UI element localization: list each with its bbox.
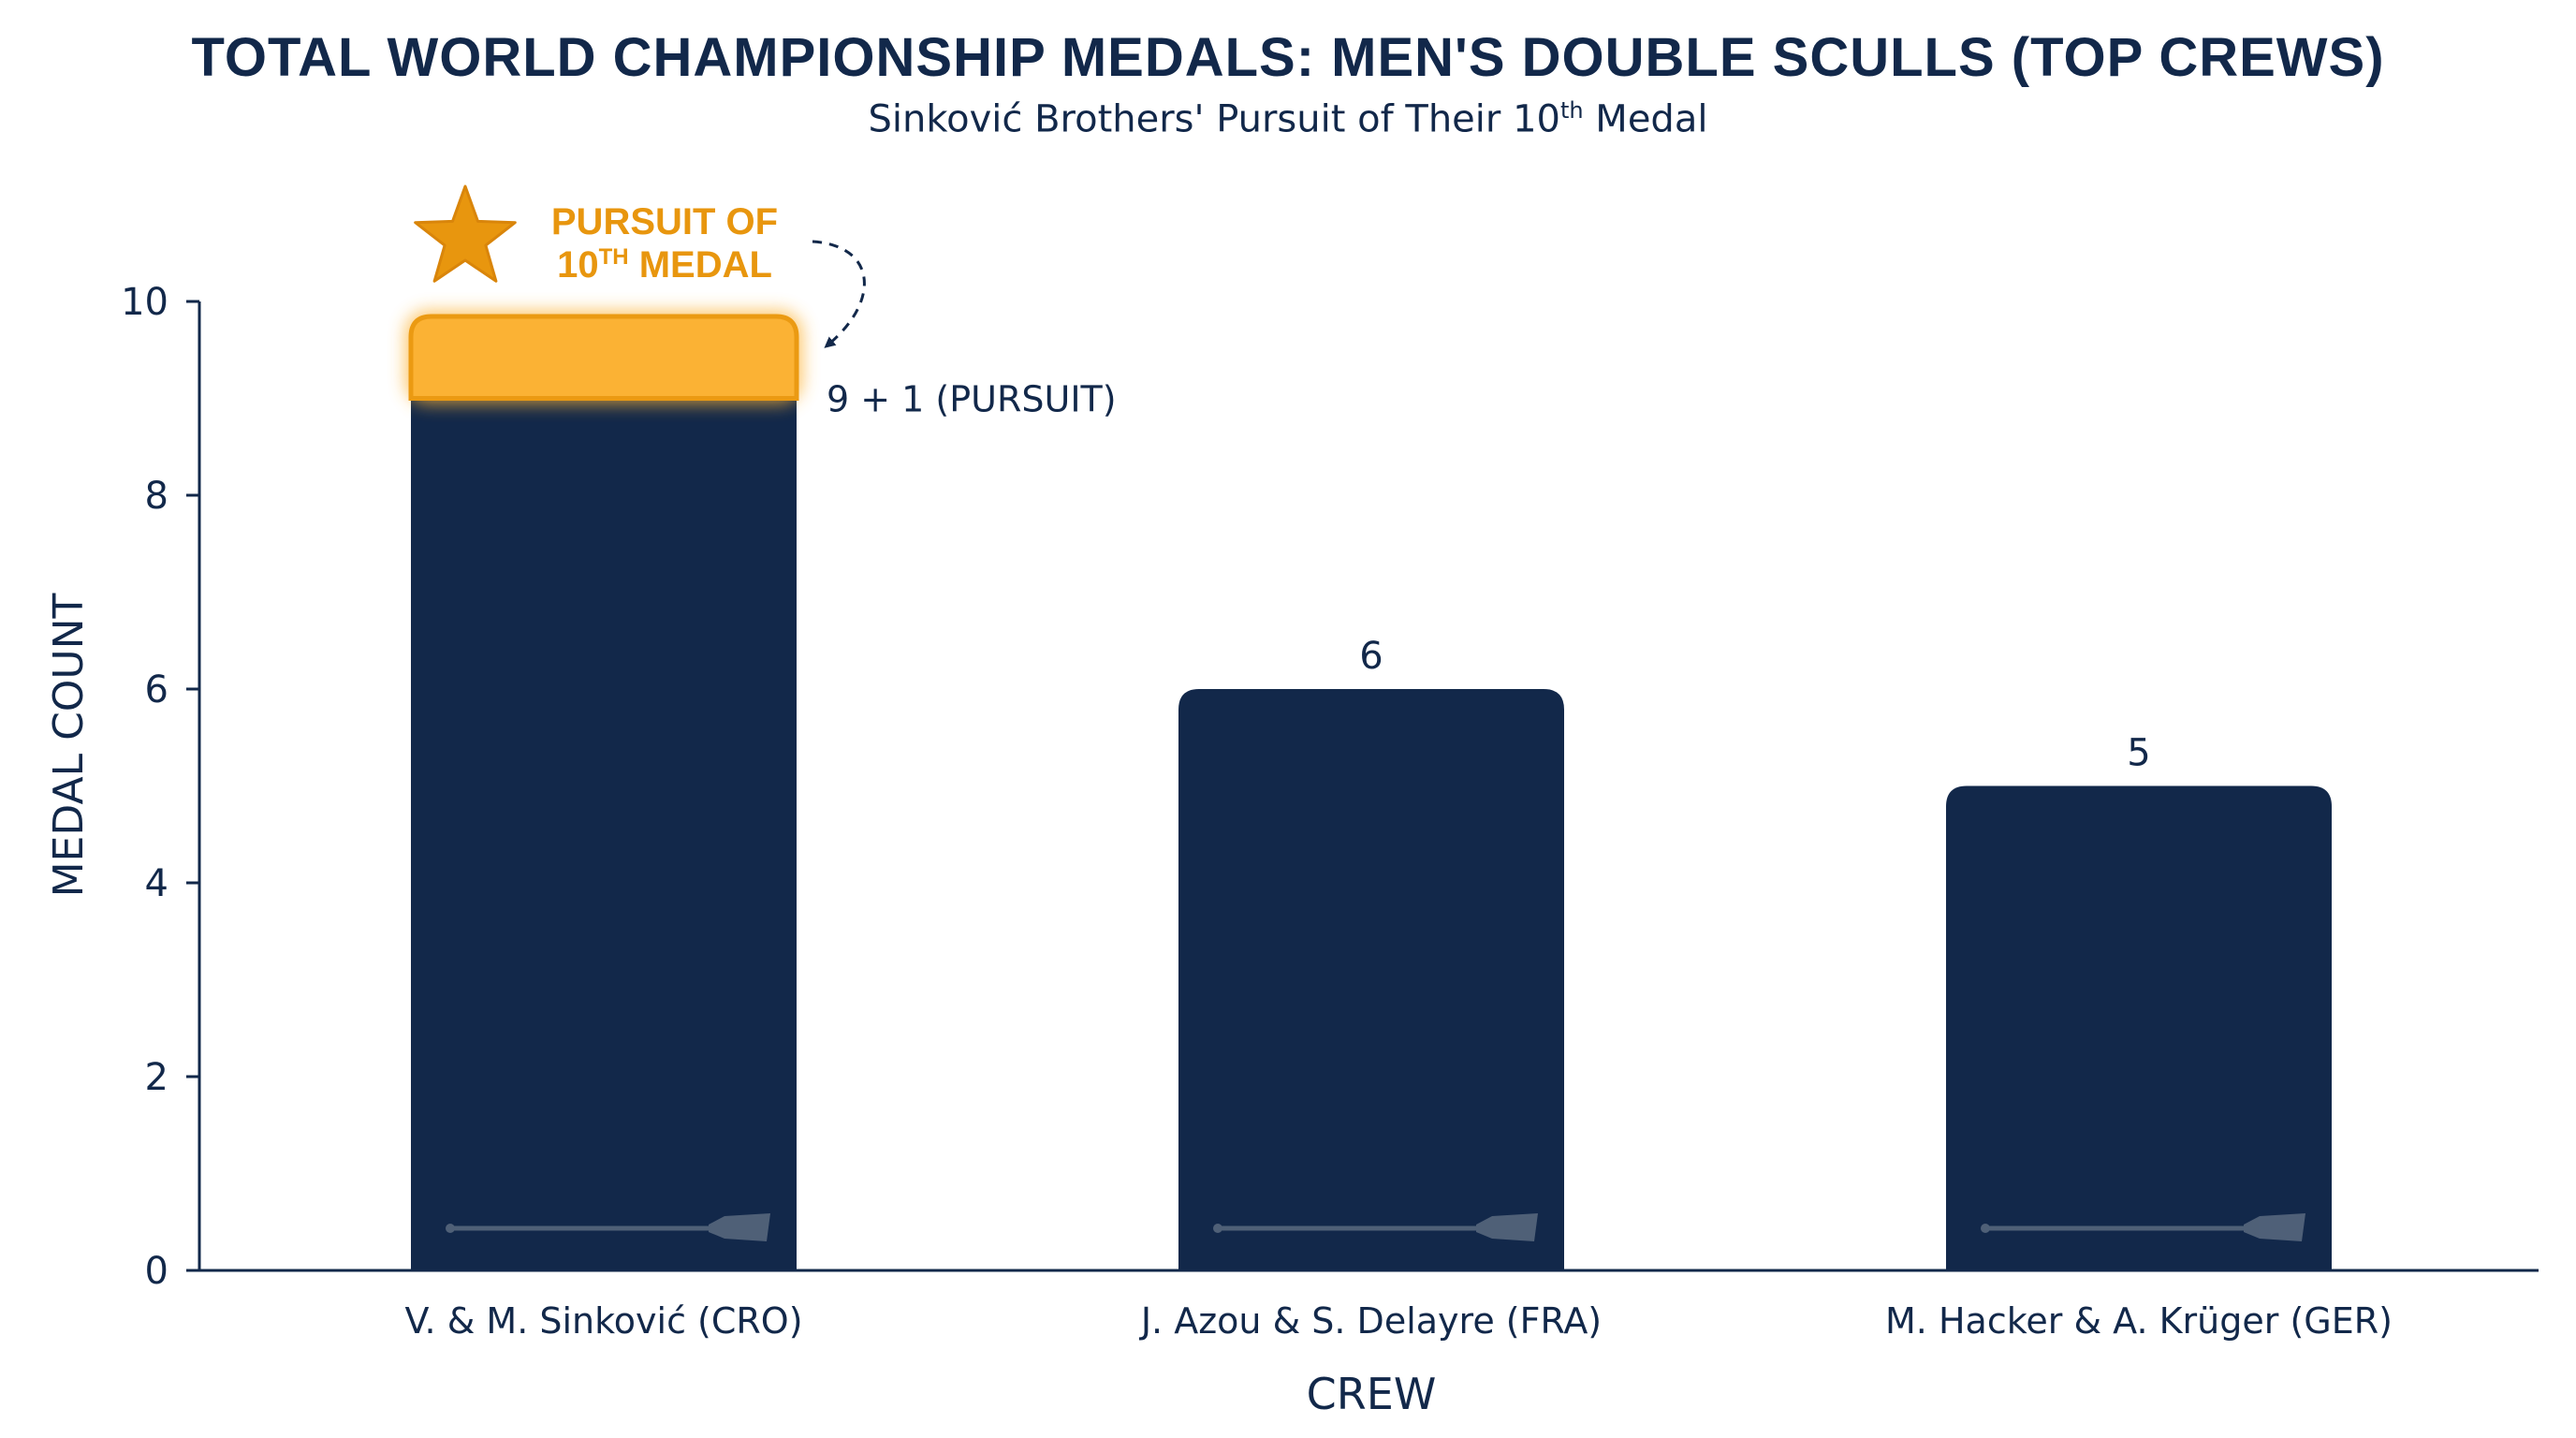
bar-3: [1946, 785, 2332, 1270]
bar-1: [411, 398, 797, 1270]
y-tick-label: 10: [121, 281, 168, 324]
annotation-superscript: TH: [599, 244, 629, 270]
annotation-suffix: MEDAL: [629, 244, 772, 286]
x-tick-label-2: J. Azou & S. Delayre (FRA): [1139, 1300, 1602, 1342]
data-label-3: 5: [2127, 732, 2150, 775]
x-axis-title: CREW: [1307, 1369, 1437, 1419]
data-label-2: 6: [1359, 635, 1383, 678]
annotation-number: 10: [557, 244, 599, 286]
subtitle-superscript: th: [1559, 97, 1584, 124]
bar-2: [1178, 689, 1564, 1270]
subtitle-suffix: Medal: [1583, 97, 1708, 141]
pursuit-segment: [408, 314, 799, 401]
y-tick-label: 6: [145, 668, 168, 712]
oar-blade: [709, 1213, 770, 1241]
oar-icon: [446, 1213, 770, 1241]
oar-blade: [1476, 1213, 1538, 1241]
oar-blade: [2244, 1213, 2305, 1241]
y-tick-label: 4: [145, 862, 168, 905]
annotation-line-2: 10TH MEDAL: [557, 244, 772, 286]
annotation-line-1: PURSUIT OF: [551, 201, 778, 242]
chart-title: TOTAL WORLD CHAMPIONSHIP MEDALS: MEN'S D…: [191, 27, 2385, 88]
oar-grip: [1213, 1224, 1222, 1233]
data-label-1: 9 + 1 (PURSUIT): [827, 379, 1117, 420]
y-tick-label: 2: [145, 1056, 168, 1099]
star-icon: [414, 184, 517, 283]
x-tick-label-1: V. & M. Sinković (CRO): [404, 1300, 802, 1342]
y-tick-label: 0: [145, 1250, 168, 1293]
oar-grip: [446, 1224, 455, 1233]
subtitle-text: Sinković Brothers' Pursuit of Their 10: [868, 97, 1560, 141]
chart-subtitle: Sinković Brothers' Pursuit of Their 10th…: [0, 97, 2576, 140]
y-tick-label: 8: [145, 475, 168, 518]
oar-icon: [1213, 1213, 1538, 1241]
oar-grip: [1981, 1224, 1990, 1233]
x-tick-label-3: M. Hacker & A. Krüger (GER): [1885, 1300, 2393, 1342]
annotation-arrow: [812, 240, 866, 348]
oar-icon: [1981, 1213, 2305, 1241]
y-axis-title: MEDAL COUNT: [45, 593, 93, 897]
